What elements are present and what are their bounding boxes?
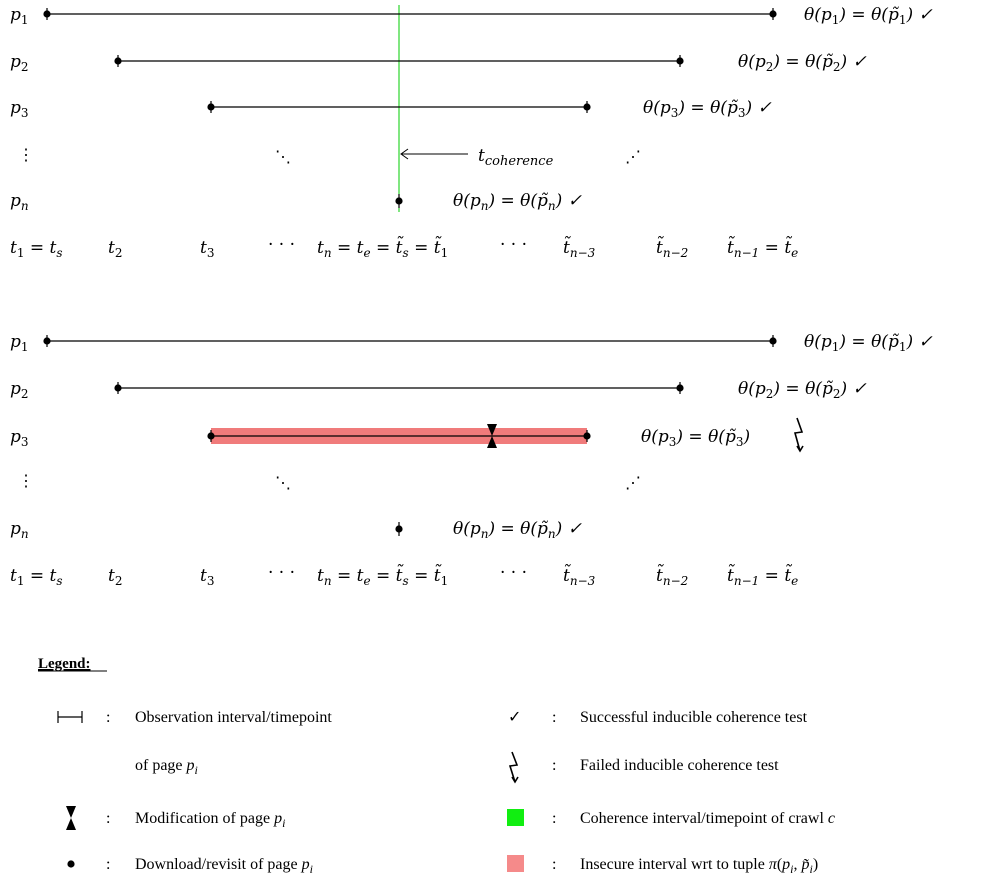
coherence-check: θ(p2) = θ(p̃2) ✓: [738, 52, 867, 74]
bottom-diagram: p1 θ(p1) = θ(p̃1) ✓ p2 θ(p2) = θ(p̃2) ✓ …: [10, 332, 933, 588]
diagonal-ellipsis: ⋱: [275, 147, 291, 166]
coherence-check: θ(p3) = θ(p̃3): [641, 427, 750, 449]
coherence-check: θ(pn) = θ(p̃n) ✓: [453, 191, 582, 213]
svg-text:t2: t2: [108, 566, 122, 588]
bottom-row-p2: p2 θ(p2) = θ(p̃2) ✓: [10, 379, 867, 401]
bottom-row-ellipsis: ⋮ ⋱ ⋰: [18, 471, 641, 492]
legend-insecure: : Insecure interval wrt to tuple π(pi, p…: [507, 855, 818, 874]
checkmark-icon: ✓: [508, 709, 521, 726]
svg-text:t3: t3: [200, 238, 214, 260]
row-label: pn: [10, 191, 29, 213]
svg-text::: :: [106, 709, 110, 726]
svg-text:t̃n−3: t̃n−3: [563, 236, 596, 260]
anti-diagonal-ellipsis: ⋰: [625, 147, 641, 166]
coherence-swatch: [507, 809, 524, 826]
svg-text:t2: t2: [108, 238, 122, 260]
modification-icon: [66, 806, 76, 830]
bottom-row-pn: pn θ(pn) = θ(p̃n) ✓: [10, 519, 582, 541]
coherence-label: tcoherence: [478, 146, 554, 169]
coherence-check: θ(p1) = θ(p̃1) ✓: [804, 332, 933, 354]
top-row-pn: pn θ(pn) = θ(p̃n) ✓: [10, 191, 582, 213]
legend: Legend: : Observation interval/timepoint…: [38, 656, 835, 874]
svg-text:Coherence interval/timepoint o: Coherence interval/timepoint of crawl c: [580, 810, 835, 827]
bottom-row-p3: p3 θ(p3) = θ(p̃3): [10, 417, 804, 453]
coherence-check: θ(p1) = θ(p̃1) ✓: [804, 5, 933, 27]
svg-text::: :: [106, 810, 110, 827]
coherence-check: θ(p3) = θ(p̃3) ✓: [643, 98, 772, 120]
legend-download: : Download/revisit of page pi: [67, 856, 313, 874]
row-label: p1: [10, 332, 29, 354]
coherence-check: θ(pn) = θ(p̃n) ✓: [453, 519, 582, 541]
svg-text:Successful inducible coherence: Successful inducible coherence test: [580, 709, 808, 726]
svg-text:tn = te = t̃s = t̃1: tn = te = t̃s = t̃1: [317, 236, 448, 260]
interval-bracket-icon: [57, 711, 83, 723]
svg-text:t̃n−1 = t̃e: t̃n−1 = t̃e: [727, 564, 798, 588]
legend-coherence: : Coherence interval/timepoint of crawl …: [507, 809, 835, 827]
top-row-p2: p2 θ(p2) = θ(p̃2) ✓: [10, 52, 867, 74]
download-dot: [43, 10, 51, 18]
svg-text:of page pi: of page pi: [135, 757, 198, 777]
svg-text:t3: t3: [200, 566, 214, 588]
svg-text:t1 = ts: t1 = ts: [10, 566, 63, 588]
svg-text:t̃n−3: t̃n−3: [563, 564, 596, 588]
svg-text::: :: [106, 856, 110, 873]
failed-lightning-icon: [793, 417, 804, 453]
row-label: p3: [10, 427, 29, 449]
svg-text:t̃n−1 = t̃e: t̃n−1 = t̃e: [727, 236, 798, 260]
row-label: p2: [10, 52, 29, 74]
svg-text:t̃n−2: t̃n−2: [656, 564, 688, 588]
download-dot-icon: [67, 860, 75, 868]
svg-text:Modification of page pi: Modification of page pi: [135, 810, 285, 830]
top-row-p1: p1 θ(p1) = θ(p̃1) ✓: [10, 5, 933, 27]
svg-text:Failed inducible coherence tes: Failed inducible coherence test: [580, 757, 779, 774]
row-label: p1: [10, 5, 29, 27]
svg-text::: :: [552, 709, 556, 726]
legend-title: Legend:: [38, 656, 91, 672]
coherence-check: θ(p2) = θ(p̃2) ✓: [738, 379, 867, 401]
svg-text:tn = te = t̃s = t̃1: tn = te = t̃s = t̃1: [317, 564, 448, 588]
vertical-ellipsis: ⋮: [18, 145, 34, 164]
svg-text:· · ·: · · ·: [500, 235, 527, 255]
insecure-swatch: [507, 855, 524, 872]
row-label: p2: [10, 379, 29, 401]
svg-text:⋰: ⋰: [625, 473, 641, 492]
top-row-ellipsis: ⋮ ⋱ ⋰ tcoherence: [18, 145, 641, 169]
svg-text:Observation interval/timepoint: Observation interval/timepoint: [135, 709, 332, 726]
svg-text:Download/revisit of page pi: Download/revisit of page pi: [135, 856, 313, 874]
legend-modification: : Modification of page pi: [66, 806, 285, 830]
legend-success: ✓ : Successful inducible coherence test: [508, 709, 808, 726]
legend-failed: : Failed inducible coherence test: [508, 751, 779, 784]
top-diagram: p1 θ(p1) = θ(p̃1) ✓ p2 θ(p2) = θ(p̃2) ✓ …: [10, 5, 933, 260]
svg-text::: :: [552, 757, 556, 774]
row-label: pn: [10, 519, 29, 541]
download-dot: [769, 10, 777, 18]
top-time-axis: t1 = ts t2 t3 · · · tn = te = t̃s = t̃1 …: [10, 235, 798, 260]
svg-text:t1 = ts: t1 = ts: [10, 238, 63, 260]
svg-text:t̃n−2: t̃n−2: [656, 236, 688, 260]
svg-text::: :: [552, 810, 556, 827]
top-row-p3: p3 θ(p3) = θ(p̃3) ✓: [10, 98, 772, 120]
svg-text:Insecure interval wrt to tuple: Insecure interval wrt to tuple π(pi, p̃i…: [580, 856, 818, 874]
svg-text:· · ·: · · ·: [268, 235, 295, 255]
svg-text::: :: [552, 856, 556, 873]
modification-marker: [487, 424, 497, 448]
svg-text:⋮: ⋮: [18, 471, 34, 490]
row-label: p3: [10, 98, 29, 120]
legend-observation: : Observation interval/timepoint of page…: [57, 709, 332, 777]
svg-text:⋱: ⋱: [275, 473, 291, 492]
bottom-row-p1: p1 θ(p1) = θ(p̃1) ✓: [10, 332, 933, 354]
svg-text:· · ·: · · ·: [500, 563, 527, 583]
bottom-time-axis: t1 = ts t2 t3 · · · tn = te = t̃s = t̃1 …: [10, 563, 798, 588]
svg-text:· · ·: · · ·: [268, 563, 295, 583]
lightning-icon: [508, 751, 519, 784]
